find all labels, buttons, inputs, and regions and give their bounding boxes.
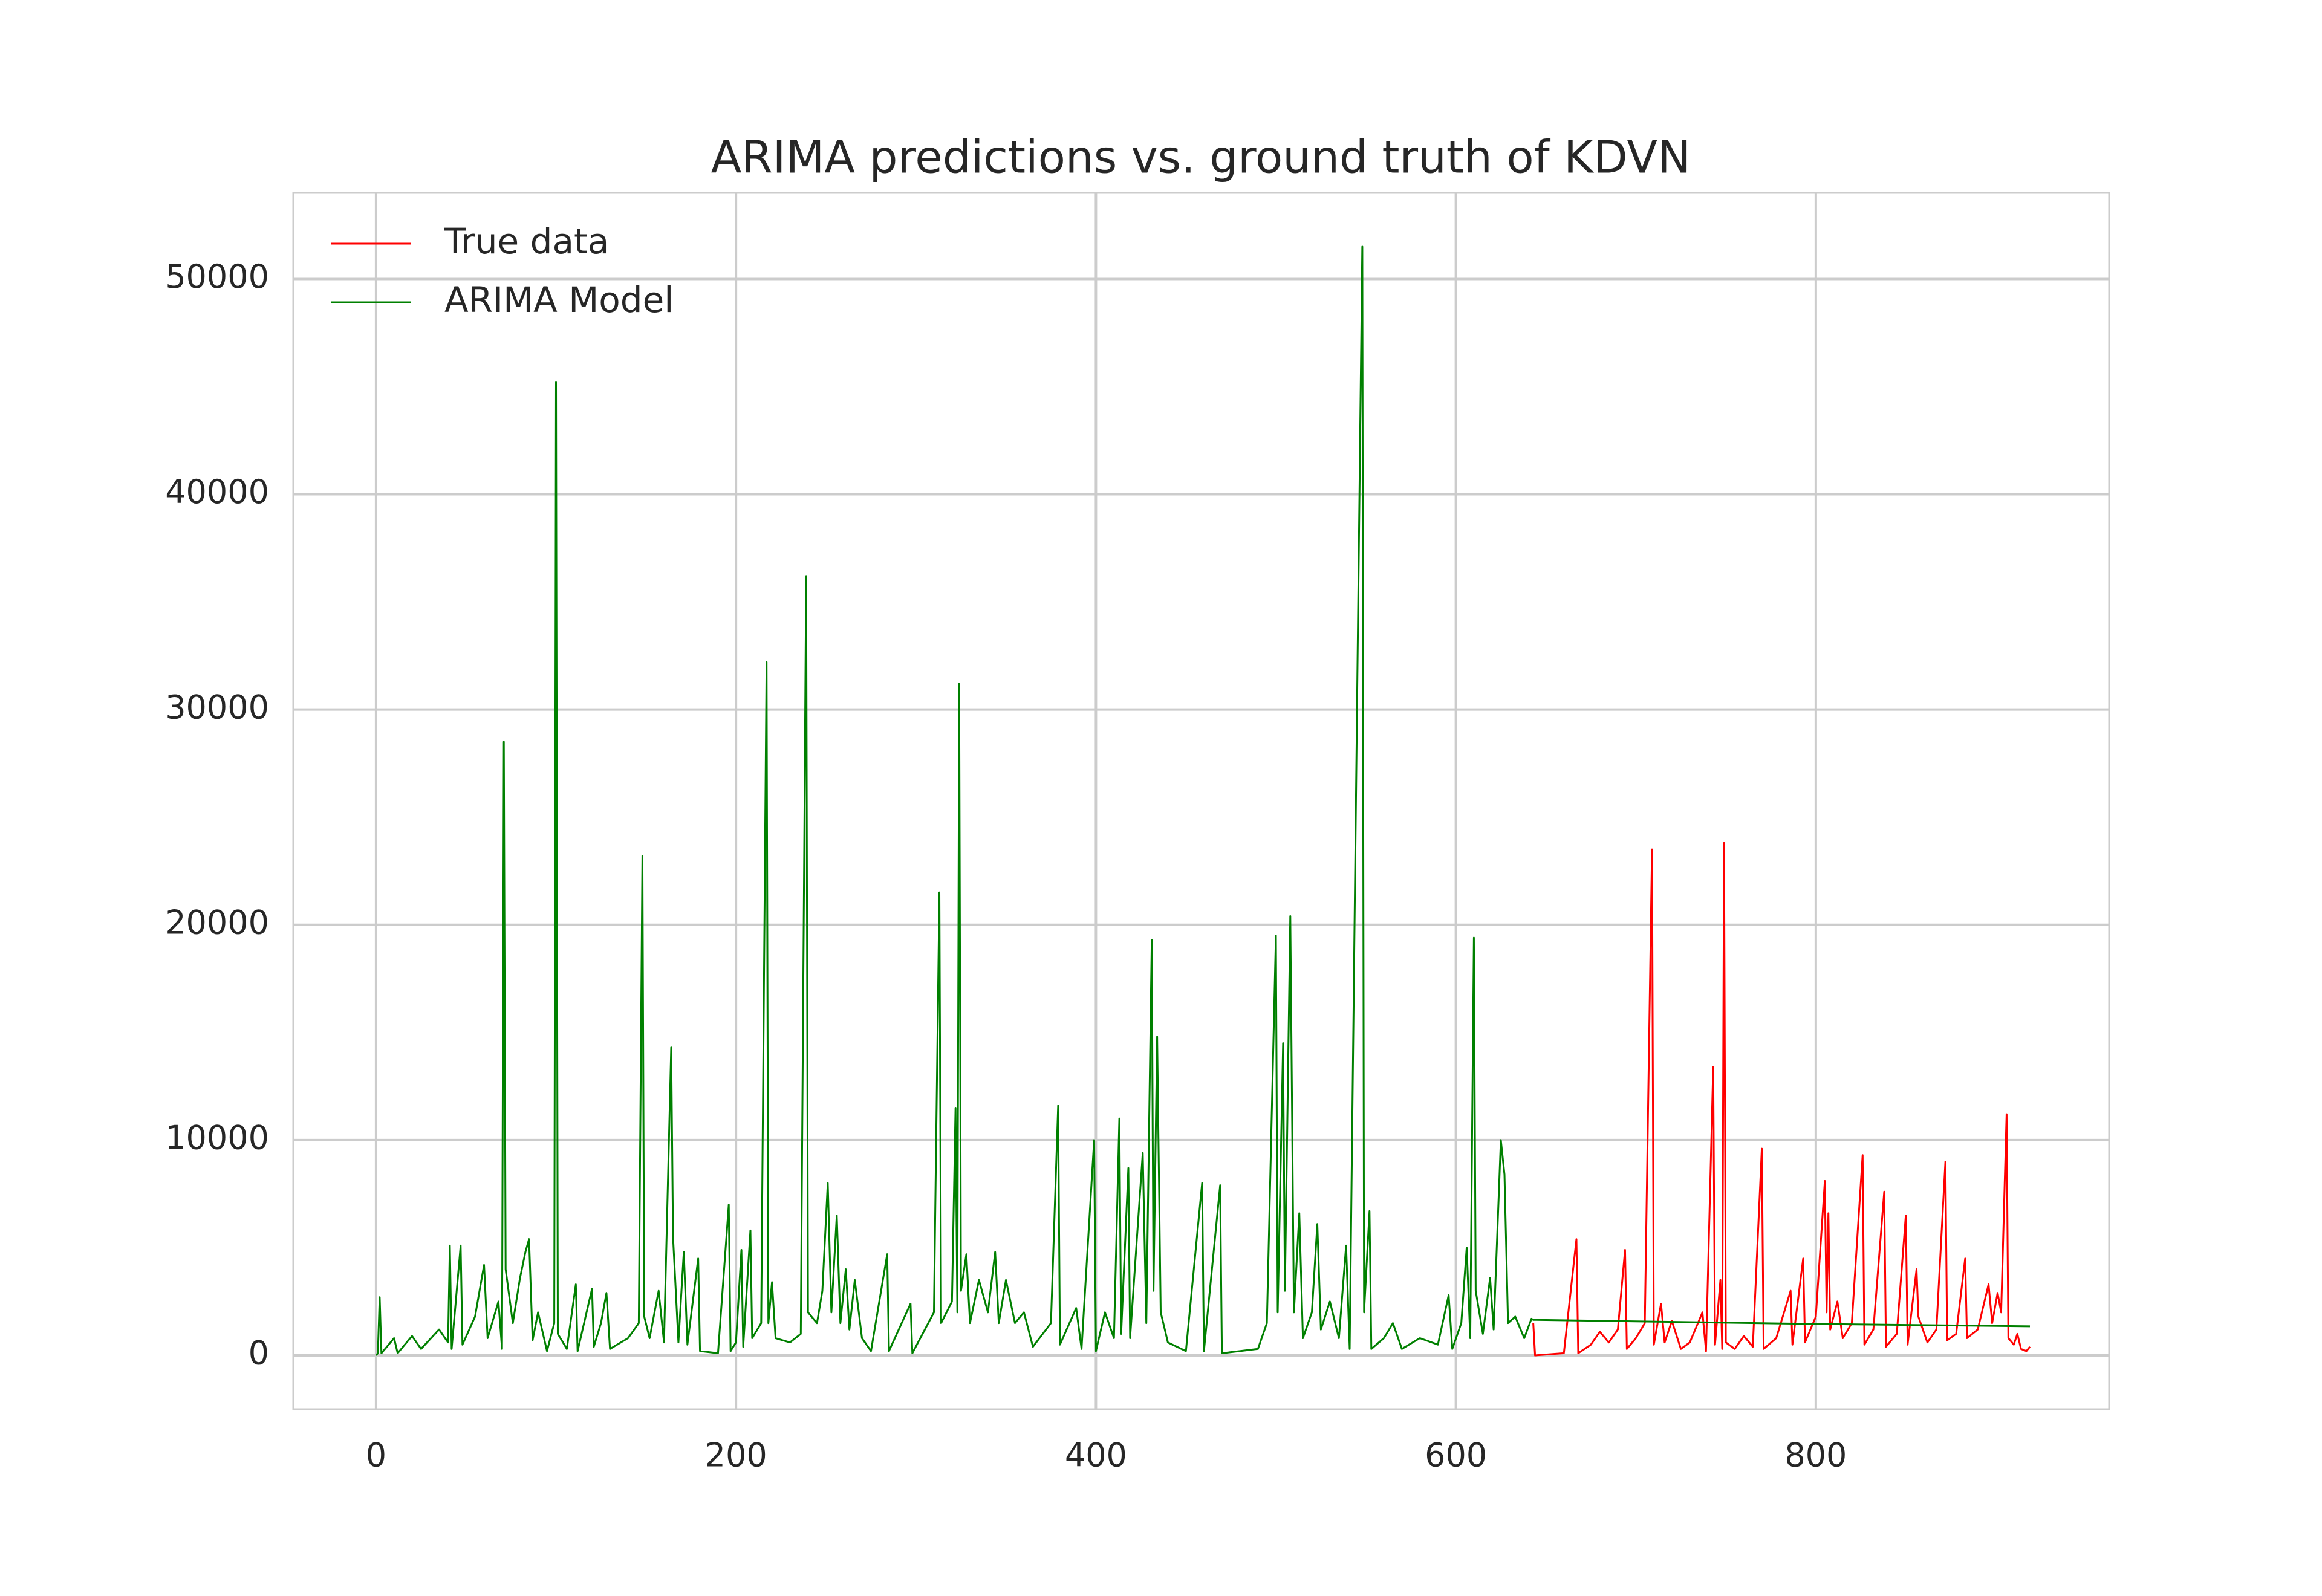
x-tick-label: 200 xyxy=(705,1436,767,1474)
x-tick-label: 400 xyxy=(1065,1436,1127,1474)
x-tick-label: 0 xyxy=(366,1436,386,1474)
y-tick-label: 40000 xyxy=(165,473,269,511)
lines xyxy=(375,245,2031,1357)
y-tick-label: 20000 xyxy=(165,903,269,941)
y-tick-label: 50000 xyxy=(165,258,269,296)
y-tick-label: 30000 xyxy=(165,688,269,726)
legend-label: ARIMA Model xyxy=(444,279,674,320)
plot-frame xyxy=(292,192,2110,1410)
legend: True data ARIMA Model xyxy=(331,221,674,320)
y-tick-label: 10000 xyxy=(165,1119,269,1157)
y-tick-label: 0 xyxy=(249,1334,269,1372)
chart-title: ARIMA predictions vs. ground truth of KD… xyxy=(711,132,1691,184)
grid xyxy=(293,193,2109,1409)
series-line xyxy=(375,245,2031,1356)
x-tick-label: 800 xyxy=(1784,1436,1847,1474)
legend-label: True data xyxy=(444,221,609,262)
series-line xyxy=(1532,842,2031,1357)
x-tick-label: 600 xyxy=(1425,1436,1487,1474)
